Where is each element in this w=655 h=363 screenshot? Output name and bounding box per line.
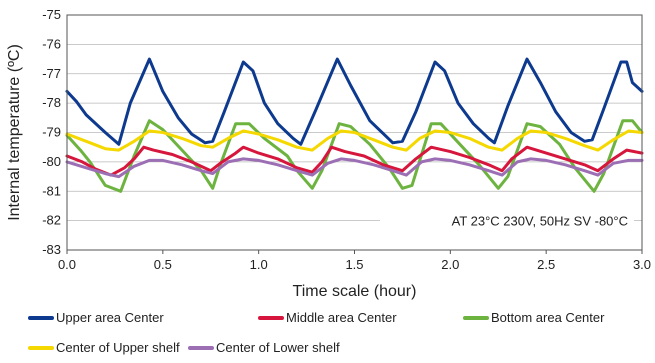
series-lines	[65, 57, 644, 193]
y-tick-label: -77	[42, 66, 61, 81]
y-tick-label: -83	[42, 242, 61, 257]
legend-label-4: Center of Upper shelf	[56, 340, 180, 355]
x-tick-label: 0.0	[58, 257, 76, 272]
y-tick-label: -82	[42, 213, 61, 228]
x-tick-label: 2.0	[441, 257, 459, 272]
x-tick-label: 1.0	[250, 257, 268, 272]
annotation-background	[380, 210, 634, 231]
series-line-1	[65, 57, 644, 146]
y-tick-label: -78	[42, 95, 61, 110]
legend-label-5: Center of Lower shelf	[216, 340, 340, 355]
plot-frame	[66, 14, 643, 251]
series-line-4	[65, 129, 644, 152]
y-tick-label: -75	[42, 7, 61, 22]
x-tick-label: 2.5	[537, 257, 555, 272]
legend-label-2: Middle area Center	[286, 310, 397, 325]
legend-label-1: Upper area Center	[56, 310, 164, 325]
y-tick-label: -76	[42, 36, 61, 51]
y-tick-labels: -75 -76 -77 -78 -79 -80 -81 -82 -83	[42, 7, 61, 257]
y-axis-label: Internal temperature (ºC)	[6, 44, 23, 221]
x-tick-label: 1.5	[345, 257, 363, 272]
chart-legend: Upper area Center Middle area Center Botto…	[28, 310, 605, 355]
y-tick-label: -79	[42, 125, 61, 140]
x-tick-label: 3.0	[633, 257, 651, 272]
y-tick-label: -81	[42, 183, 61, 198]
legend-label-3: Bottom area Center	[491, 310, 605, 325]
x-axis-label: Time scale (hour)	[293, 283, 417, 300]
chart-annotation: AT 23°C 230V, 50Hz SV -80°C	[452, 214, 628, 229]
x-tick-label: 0.5	[154, 257, 172, 272]
x-tick-labels: 0.0 0.5 1.0 1.5 2.0 2.5 3.0	[58, 257, 651, 272]
series-line-5	[65, 157, 644, 179]
y-tick-label: -80	[42, 154, 61, 169]
series-line-3	[65, 119, 644, 193]
series-line-2	[65, 145, 644, 177]
